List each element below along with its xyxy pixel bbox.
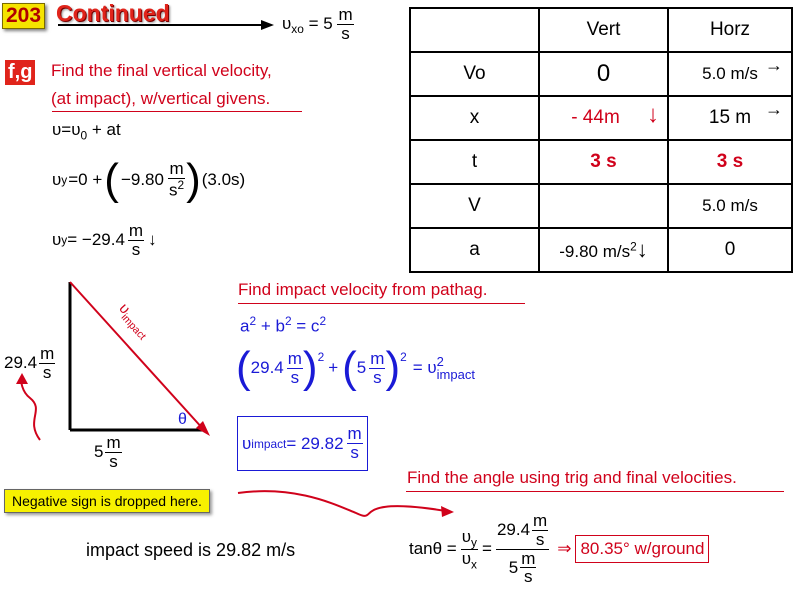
table-header-cell: Vert <box>538 7 669 53</box>
vert-cell: 3 s <box>538 139 669 185</box>
row-label: x <box>409 95 540 141</box>
row-label: Vo <box>409 51 540 97</box>
header-arrow-icon <box>58 20 274 30</box>
down-arrow-icon: ↓ <box>636 237 648 262</box>
givens-table: Vert Horz Vo 0 5.0 m/s → x - 44m ↓ 15 m → t… <box>409 7 793 273</box>
table-row: Vo 0 5.0 m/s → <box>409 51 793 97</box>
theta-label: θ <box>178 411 187 428</box>
right-arrow-icon: → <box>765 99 783 119</box>
hypotenuse-arrowhead <box>196 421 210 436</box>
horz-cell: 0 <box>667 227 793 273</box>
down-arrow-icon: ↓ <box>647 101 659 128</box>
table-row: a -9.80 m/s2↓ 0 <box>409 227 793 273</box>
row-label: t <box>409 139 540 185</box>
vert-cell <box>538 183 669 229</box>
pythag-underline <box>238 303 525 304</box>
angle-result: 80.35° w/ground <box>575 535 710 563</box>
callout-curve-right <box>237 490 454 517</box>
row-label: V <box>409 183 540 229</box>
callout-curve-left <box>20 377 41 441</box>
kinematic-equation: υ=υ0 + at <box>52 120 121 143</box>
right-arrow-icon: → <box>765 55 783 75</box>
part-badge: f,g <box>5 60 36 85</box>
row-label: a <box>409 227 540 273</box>
table-header-cell <box>409 7 540 53</box>
part-question-line2: (at impact), w/vertical givens. <box>51 89 271 108</box>
part-question-line1: Find the final vertical velocity, <box>51 61 272 80</box>
horz-cell: 5.0 m/s → <box>667 51 793 97</box>
question-underline <box>52 111 302 112</box>
table-row: V 5.0 m/s <box>409 183 793 229</box>
pythag-formula: a2 + b2 = c2 <box>240 314 327 336</box>
velocity-triangle <box>16 281 210 441</box>
hypotenuse <box>69 281 205 431</box>
vert-cell: 0 <box>538 51 669 97</box>
horz-cell: 15 m → <box>667 95 793 141</box>
impact-speed-statement: impact speed is 29.82 m/s <box>86 540 296 560</box>
slide-number-badge: 203 <box>2 3 46 29</box>
vert-cell: -9.80 m/s2↓ <box>538 227 669 273</box>
callout-note: Negative sign is dropped here. <box>4 489 210 513</box>
table-row: x - 44m ↓ 15 m → <box>409 95 793 141</box>
page-title: Continued <box>56 0 170 26</box>
horz-cell: 5.0 m/s <box>667 183 793 229</box>
angle-underline <box>406 491 784 492</box>
horz-cell: 3 s <box>667 139 793 185</box>
table-row: t 3 s 3 s <box>409 139 793 185</box>
table-header-row: Vert Horz <box>409 7 793 53</box>
table-header-cell: Horz <box>667 7 793 53</box>
pythag-heading: Find impact velocity from pathag. <box>238 280 488 299</box>
callout-arrowhead-left <box>16 373 28 384</box>
vy-substitution: υ y =0 + ( −9.80 m s2 ) (3.0s) <box>52 155 246 204</box>
vert-cell: - 44m ↓ <box>538 95 669 141</box>
angle-heading: Find the angle using trig and final velo… <box>407 468 737 487</box>
